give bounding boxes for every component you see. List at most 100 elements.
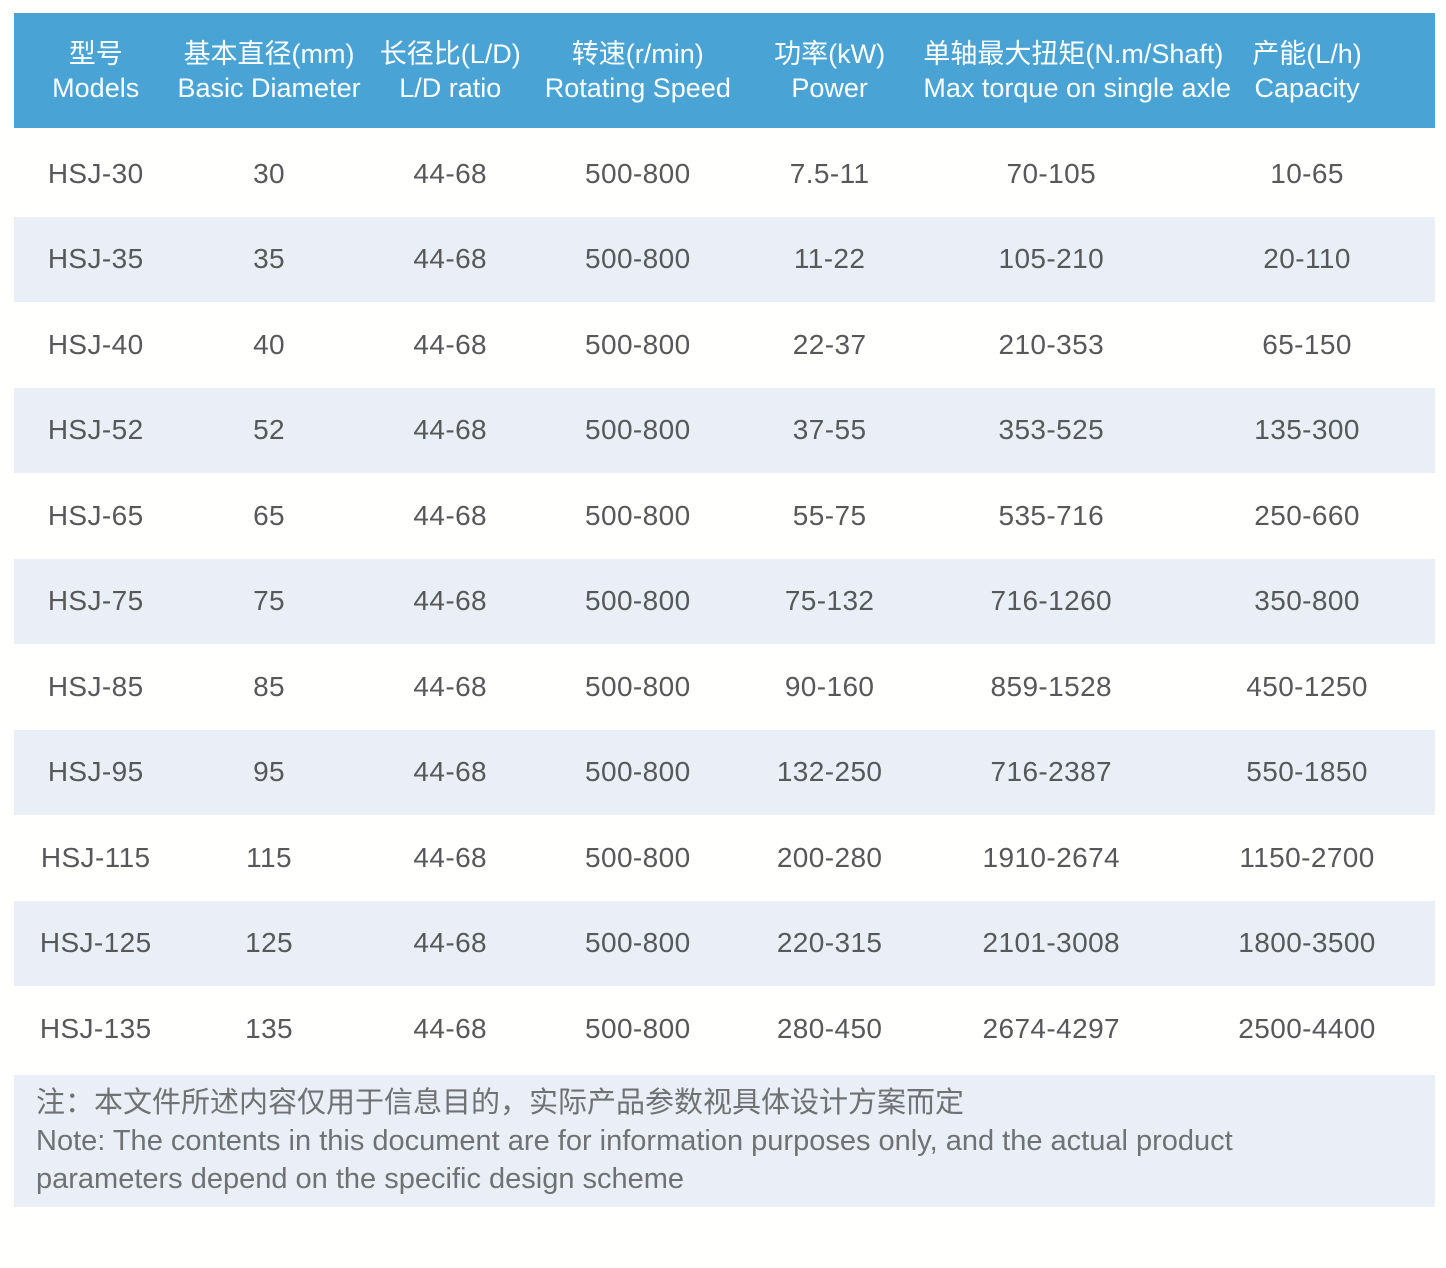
table-row: HSJ-35 35 44-68 500-800 11-22 105-210 20-110 (14, 216, 1435, 302)
value-cell: 716-1260 (990, 585, 1113, 617)
column-header-models-zh: 型号 (68, 38, 123, 69)
column-header-ld-ratio: 长径比(L/D) L/D ratio (361, 37, 540, 105)
column-header-rotating-speed-en: Rotating Speed (544, 72, 731, 103)
table-row: HSJ-30 30 44-68 500-800 7.5-11 70-105 10-65 (14, 131, 1435, 217)
table-row: HSJ-65 65 44-68 500-800 55-75 535-716 250-660 (14, 473, 1435, 559)
value-cell: 500-800 (585, 670, 691, 702)
value-cell: 500-800 (585, 243, 691, 275)
value-cell: 500-800 (585, 756, 691, 788)
note-block: 注：本文件所述内容仅用于信息目的，实际产品参数视具体设计方案而定 Note: T… (14, 1074, 1435, 1207)
value-cell: 35 (253, 243, 286, 275)
model-cell: HSJ-35 (47, 243, 144, 275)
column-header-max-torque-zh: 单轴最大扭矩(N.m/Shaft) (923, 38, 1224, 69)
value-cell: 65-150 (1262, 328, 1352, 360)
value-cell: 10-65 (1270, 157, 1344, 189)
value-cell: 132-250 (776, 756, 883, 788)
table-row: HSJ-75 75 44-68 500-800 75-132 716-1260 350-80… (14, 558, 1435, 644)
table-header-row: 型号 Models 基本直径(mm) Basic Diameter 长径比(L/… (14, 13, 1435, 128)
table-row: HSJ-125 125 44-68 500-800 220-315 2101-3008 18… (14, 900, 1435, 986)
model-cell: HSJ-65 (47, 499, 144, 531)
value-cell: 2101-3008 (982, 927, 1121, 959)
value-cell: 125 (245, 927, 294, 959)
column-header-ld-ratio-zh: 长径比(L/D) (379, 38, 521, 69)
value-cell: 500-800 (585, 414, 691, 446)
value-cell: 44-68 (413, 585, 488, 617)
value-cell: 105-210 (998, 243, 1105, 275)
column-header-models-en: Models (52, 72, 140, 103)
column-header-rotating-speed-zh: 转速(r/min) (571, 38, 704, 69)
spec-table: 型号 Models 基本直径(mm) Basic Diameter 长径比(L/… (14, 13, 1435, 1072)
value-cell: 500-800 (585, 1012, 691, 1044)
model-cell: HSJ-40 (47, 328, 144, 360)
value-cell: 37-55 (792, 414, 867, 446)
value-cell: 1150-2700 (1239, 841, 1375, 873)
value-cell: 90-160 (784, 670, 875, 702)
value-cell: 350-800 (1254, 585, 1360, 617)
value-cell: 500-800 (585, 499, 691, 531)
value-cell: 65 (253, 499, 286, 531)
value-cell: 500-800 (585, 585, 691, 617)
table-body: HSJ-30 30 44-68 500-800 7.5-11 70-105 10-65 HSJ… (14, 131, 1435, 1072)
value-cell: 52 (253, 414, 286, 446)
column-header-capacity-en: Capacity (1254, 72, 1360, 103)
model-cell: HSJ-125 (39, 927, 152, 959)
column-header-capacity-zh: 产能(L/h) (1252, 38, 1362, 69)
value-cell: 30 (253, 157, 286, 189)
value-cell: 115 (246, 841, 292, 873)
note-text-en: Note: The contents in this document are … (36, 1124, 1233, 1195)
value-cell: 250-660 (1254, 499, 1360, 531)
value-cell: 44-68 (413, 670, 488, 702)
table-row: HSJ-40 40 44-68 500-800 22-37 210-353 65-150 (14, 302, 1435, 388)
note-text-zh: 注：本文件所述内容仅用于信息目的，实际产品参数视具体设计方案而定 (36, 1086, 965, 1119)
value-cell: 44-68 (413, 841, 488, 873)
value-cell: 95 (253, 756, 286, 788)
table-row: HSJ-95 95 44-68 500-800 132-250 716-2387 550-1… (14, 729, 1435, 815)
value-cell: 2674-4297 (982, 1012, 1121, 1044)
column-header-power-zh: 功率(kW) (774, 38, 886, 69)
value-cell: 210-353 (998, 328, 1105, 360)
model-cell: HSJ-52 (47, 414, 144, 446)
column-header-basic-diameter-en: Basic Diameter (177, 72, 361, 103)
model-cell: HSJ-30 (47, 157, 144, 189)
value-cell: 716-2387 (990, 756, 1113, 788)
value-cell: 85 (253, 670, 286, 702)
value-cell: 1910-2674 (982, 841, 1121, 873)
value-cell: 70-105 (1006, 157, 1097, 189)
value-cell: 1800-3500 (1238, 927, 1376, 959)
value-cell: 2500-4400 (1238, 1012, 1376, 1044)
column-header-rotating-speed: 转速(r/min) Rotating Speed (540, 37, 736, 105)
value-cell: 500-800 (585, 841, 691, 873)
value-cell: 135-300 (1254, 414, 1360, 446)
model-cell: HSJ-85 (47, 670, 144, 702)
table-row: HSJ-115 115 44-68 500-800 200-280 1910-2674 11… (14, 815, 1435, 901)
value-cell: 44-68 (413, 756, 488, 788)
value-cell: 500-800 (585, 157, 691, 189)
model-cell: HSJ-95 (47, 756, 144, 788)
value-cell: 44-68 (413, 414, 488, 446)
value-cell: 500-800 (585, 927, 691, 959)
value-cell: 280-450 (776, 1012, 883, 1044)
value-cell: 200-280 (776, 841, 883, 873)
value-cell: 11-22 (793, 243, 866, 275)
value-cell: 75-132 (784, 585, 875, 617)
column-header-basic-diameter-zh: 基本直径(mm) (183, 38, 355, 69)
table-row: HSJ-85 85 44-68 500-800 90-160 859-1528 450-12… (14, 644, 1435, 730)
value-cell: 353-525 (998, 414, 1105, 446)
model-cell: HSJ-75 (47, 585, 144, 617)
column-header-models: 型号 Models (14, 37, 177, 105)
value-cell: 40 (253, 328, 286, 360)
value-cell: 44-68 (413, 328, 488, 360)
value-cell: 859-1528 (990, 670, 1113, 702)
value-cell: 550-1850 (1246, 756, 1368, 788)
column-header-max-torque: 单轴最大扭矩(N.m/Shaft) Max torque on single a… (923, 37, 1231, 105)
value-cell: 22-37 (792, 328, 867, 360)
value-cell: 535-716 (998, 499, 1105, 531)
value-cell: 450-1250 (1246, 670, 1368, 702)
value-cell: 55-75 (792, 499, 867, 531)
column-header-ld-ratio-en: L/D ratio (399, 72, 502, 103)
model-cell: HSJ-115 (40, 841, 151, 873)
column-header-power-en: Power (791, 72, 868, 103)
value-cell: 44-68 (413, 927, 488, 959)
table-row: HSJ-52 52 44-68 500-800 37-55 353-525 135-300 (14, 387, 1435, 473)
